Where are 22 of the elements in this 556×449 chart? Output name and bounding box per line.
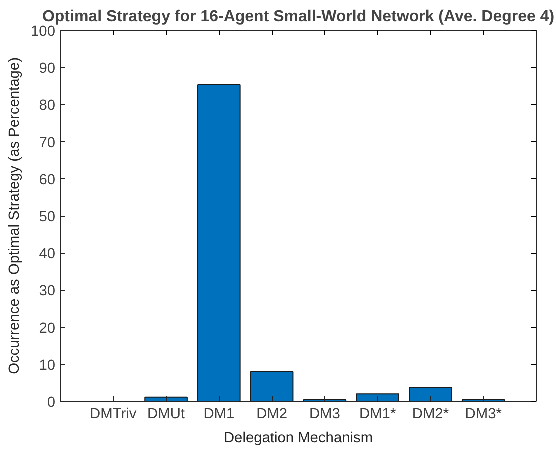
x-tick-label: DM2* (412, 406, 450, 422)
x-tick-label: DMUt (148, 406, 186, 422)
x-tick-label: DM1* (360, 406, 396, 422)
y-tick-label: 90 (39, 61, 56, 78)
x-tick-label: DM3* (465, 406, 502, 422)
y-tick-label: 80 (39, 98, 56, 114)
y-tick-label: 100 (31, 24, 56, 40)
y-tick-label: 30 (39, 284, 56, 300)
y-tick-label: 20 (39, 320, 56, 337)
y-tick-label: 70 (39, 135, 56, 152)
y-tick-label: 10 (39, 358, 56, 374)
x-tick-label: DM1 (204, 406, 235, 422)
y-tick-label: 0 (47, 395, 56, 411)
y-tick-label: 50 (39, 210, 56, 226)
y-tick-label: 60 (39, 172, 56, 188)
x-tick-label: DM3 (309, 406, 340, 422)
y-tick-label: 40 (39, 246, 56, 263)
x-axis-title: Delegation Mechanism (224, 430, 374, 446)
chart-title: Optimal Strategy for 16-Agent Small-World Network (Ave. Degree 4) (42, 8, 555, 26)
x-tick-label: DMTriv (90, 406, 138, 422)
y-axis-title: Occurrence as Optimal Strategy (as Percentage) (7, 58, 24, 374)
x-tick-label: DM2 (256, 406, 288, 422)
